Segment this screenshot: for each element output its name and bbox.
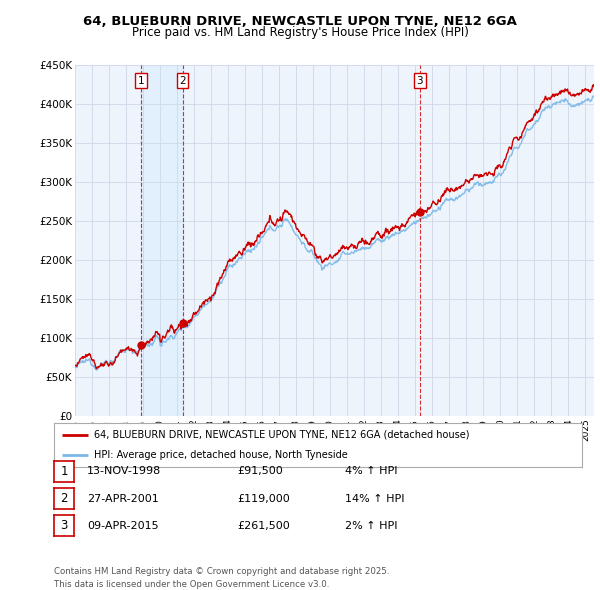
Text: 2: 2	[179, 76, 186, 86]
Text: 2% ↑ HPI: 2% ↑ HPI	[345, 521, 398, 530]
Text: £119,000: £119,000	[237, 494, 290, 503]
Text: 64, BLUEBURN DRIVE, NEWCASTLE UPON TYNE, NE12 6GA: 64, BLUEBURN DRIVE, NEWCASTLE UPON TYNE,…	[83, 15, 517, 28]
Text: 64, BLUEBURN DRIVE, NEWCASTLE UPON TYNE, NE12 6GA (detached house): 64, BLUEBURN DRIVE, NEWCASTLE UPON TYNE,…	[94, 430, 469, 440]
Text: 2: 2	[61, 492, 68, 505]
Text: Price paid vs. HM Land Registry's House Price Index (HPI): Price paid vs. HM Land Registry's House …	[131, 26, 469, 39]
Text: 09-APR-2015: 09-APR-2015	[87, 521, 158, 530]
Text: £91,500: £91,500	[237, 467, 283, 476]
Text: £261,500: £261,500	[237, 521, 290, 530]
Bar	[141, 65, 182, 416]
Text: 3: 3	[416, 76, 423, 86]
Text: 13-NOV-1998: 13-NOV-1998	[87, 467, 161, 476]
Text: HPI: Average price, detached house, North Tyneside: HPI: Average price, detached house, Nort…	[94, 450, 347, 460]
Text: 1: 1	[61, 465, 68, 478]
Text: 1: 1	[137, 76, 144, 86]
Text: 27-APR-2001: 27-APR-2001	[87, 494, 159, 503]
Text: 3: 3	[61, 519, 68, 532]
Text: 14% ↑ HPI: 14% ↑ HPI	[345, 494, 404, 503]
Text: Contains HM Land Registry data © Crown copyright and database right 2025.
This d: Contains HM Land Registry data © Crown c…	[54, 568, 389, 589]
Text: 4% ↑ HPI: 4% ↑ HPI	[345, 467, 398, 476]
